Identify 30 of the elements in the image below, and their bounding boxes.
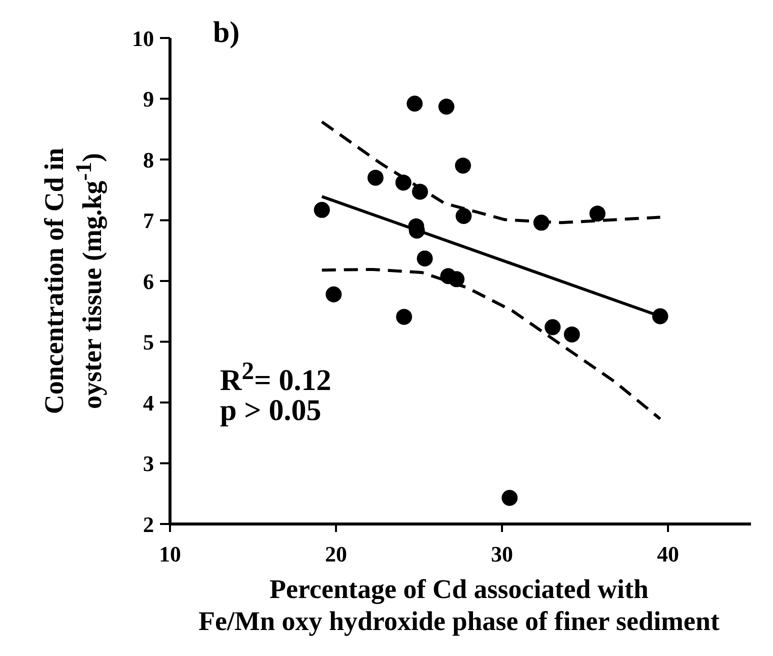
x-tick-label: 20 [325,542,347,567]
annotation: p > 0.05 [220,394,322,427]
point [406,96,423,112]
annotation: R$^{2}$= 0.12 [220,358,332,397]
y-tick-label: 10 [132,26,154,51]
point [454,158,471,174]
x-axis-title: Percentage of Cd associated with Fe/Mn oxy hydroxide phase of finer sediment [197,573,720,638]
point [502,490,518,506]
y-tick-label: 8 [143,147,154,172]
y-tick-label: 5 [143,330,154,355]
x-tick-label: 40 [657,542,679,567]
point [438,98,454,115]
x-tick-label: 30 [491,542,513,567]
y-tick-label: 9 [143,86,154,112]
x-tick-label: 10 [159,542,181,567]
y-tick-label: 3 [143,451,154,476]
y-tick-label: 7 [143,208,154,234]
point [326,286,342,302]
y-tick-label: 2 [143,512,154,537]
point [396,308,412,325]
point [589,206,606,222]
point [368,170,384,186]
y-tick-label: 6 [143,268,154,294]
y-tick-label: 4 [143,390,154,416]
point [416,250,433,267]
point [564,326,580,342]
annotation: b) [213,16,240,49]
point [456,208,472,224]
point [544,319,561,336]
point [314,202,330,218]
